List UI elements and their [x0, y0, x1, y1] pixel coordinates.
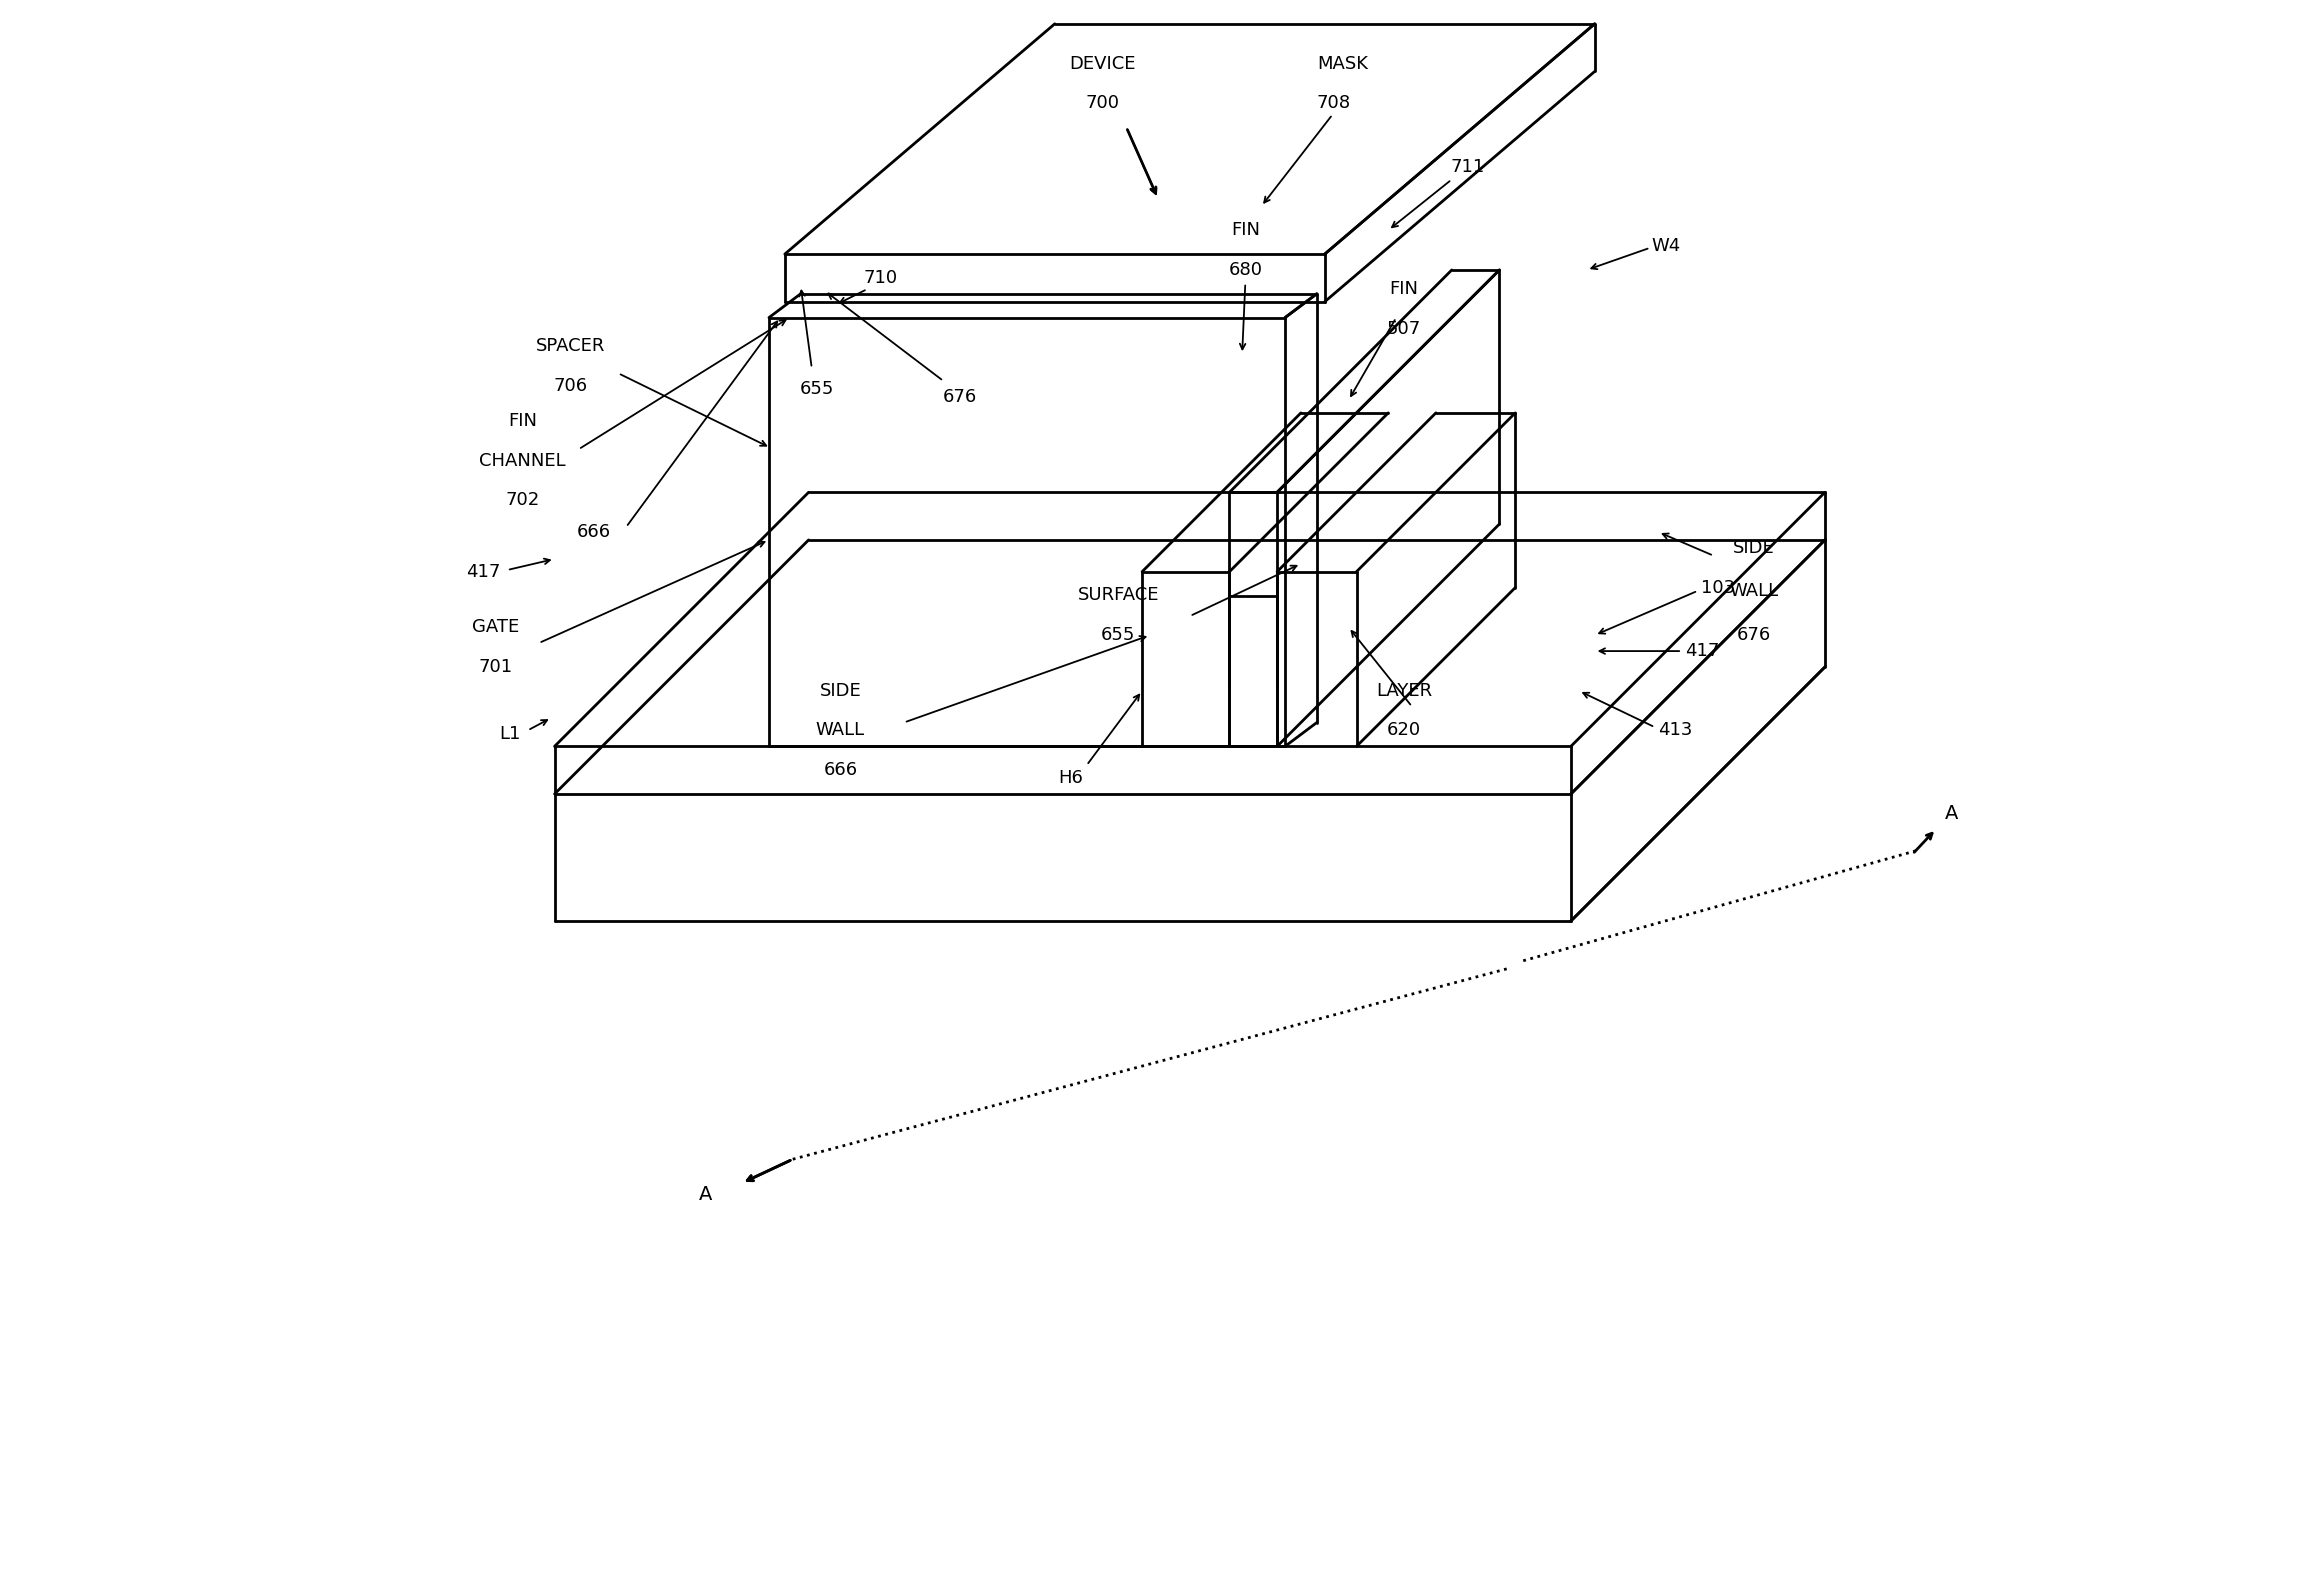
- Text: FIN: FIN: [507, 411, 537, 430]
- Text: 706: 706: [554, 376, 588, 395]
- Text: 710: 710: [864, 268, 896, 287]
- Text: 708: 708: [1318, 94, 1350, 113]
- Text: 711: 711: [1450, 157, 1485, 176]
- Text: SIDE: SIDE: [820, 681, 862, 700]
- Text: FIN: FIN: [1230, 221, 1260, 240]
- Text: SURFACE: SURFACE: [1077, 586, 1158, 605]
- Text: 413: 413: [1658, 721, 1693, 740]
- Text: 417: 417: [1686, 642, 1718, 661]
- Text: A: A: [1945, 804, 1959, 823]
- Text: DEVICE: DEVICE: [1070, 54, 1135, 73]
- Text: CHANNEL: CHANNEL: [479, 451, 565, 470]
- Text: 701: 701: [479, 657, 512, 676]
- Text: L1: L1: [500, 724, 521, 743]
- Text: SIDE: SIDE: [1732, 538, 1774, 557]
- Text: 700: 700: [1086, 94, 1119, 113]
- Text: A: A: [699, 1185, 711, 1204]
- Text: 655: 655: [799, 380, 834, 399]
- Text: 676: 676: [1737, 626, 1772, 645]
- Text: GATE: GATE: [472, 618, 519, 637]
- Text: 676: 676: [943, 387, 977, 407]
- Text: LAYER: LAYER: [1376, 681, 1431, 700]
- Text: 620: 620: [1387, 721, 1422, 740]
- Text: WALL: WALL: [815, 721, 864, 740]
- Text: 103: 103: [1700, 578, 1735, 597]
- Text: FIN: FIN: [1390, 279, 1420, 299]
- Text: MASK: MASK: [1318, 54, 1369, 73]
- Text: 417: 417: [466, 562, 500, 581]
- Text: 702: 702: [505, 491, 540, 510]
- Text: 666: 666: [577, 522, 611, 542]
- Text: 655: 655: [1100, 626, 1135, 645]
- Text: SPACER: SPACER: [535, 337, 604, 356]
- Text: H6: H6: [1058, 769, 1084, 788]
- Text: 507: 507: [1387, 319, 1422, 338]
- Text: 666: 666: [822, 761, 857, 780]
- Text: W4: W4: [1651, 237, 1681, 256]
- Text: 680: 680: [1227, 260, 1262, 279]
- Text: WALL: WALL: [1730, 581, 1779, 600]
